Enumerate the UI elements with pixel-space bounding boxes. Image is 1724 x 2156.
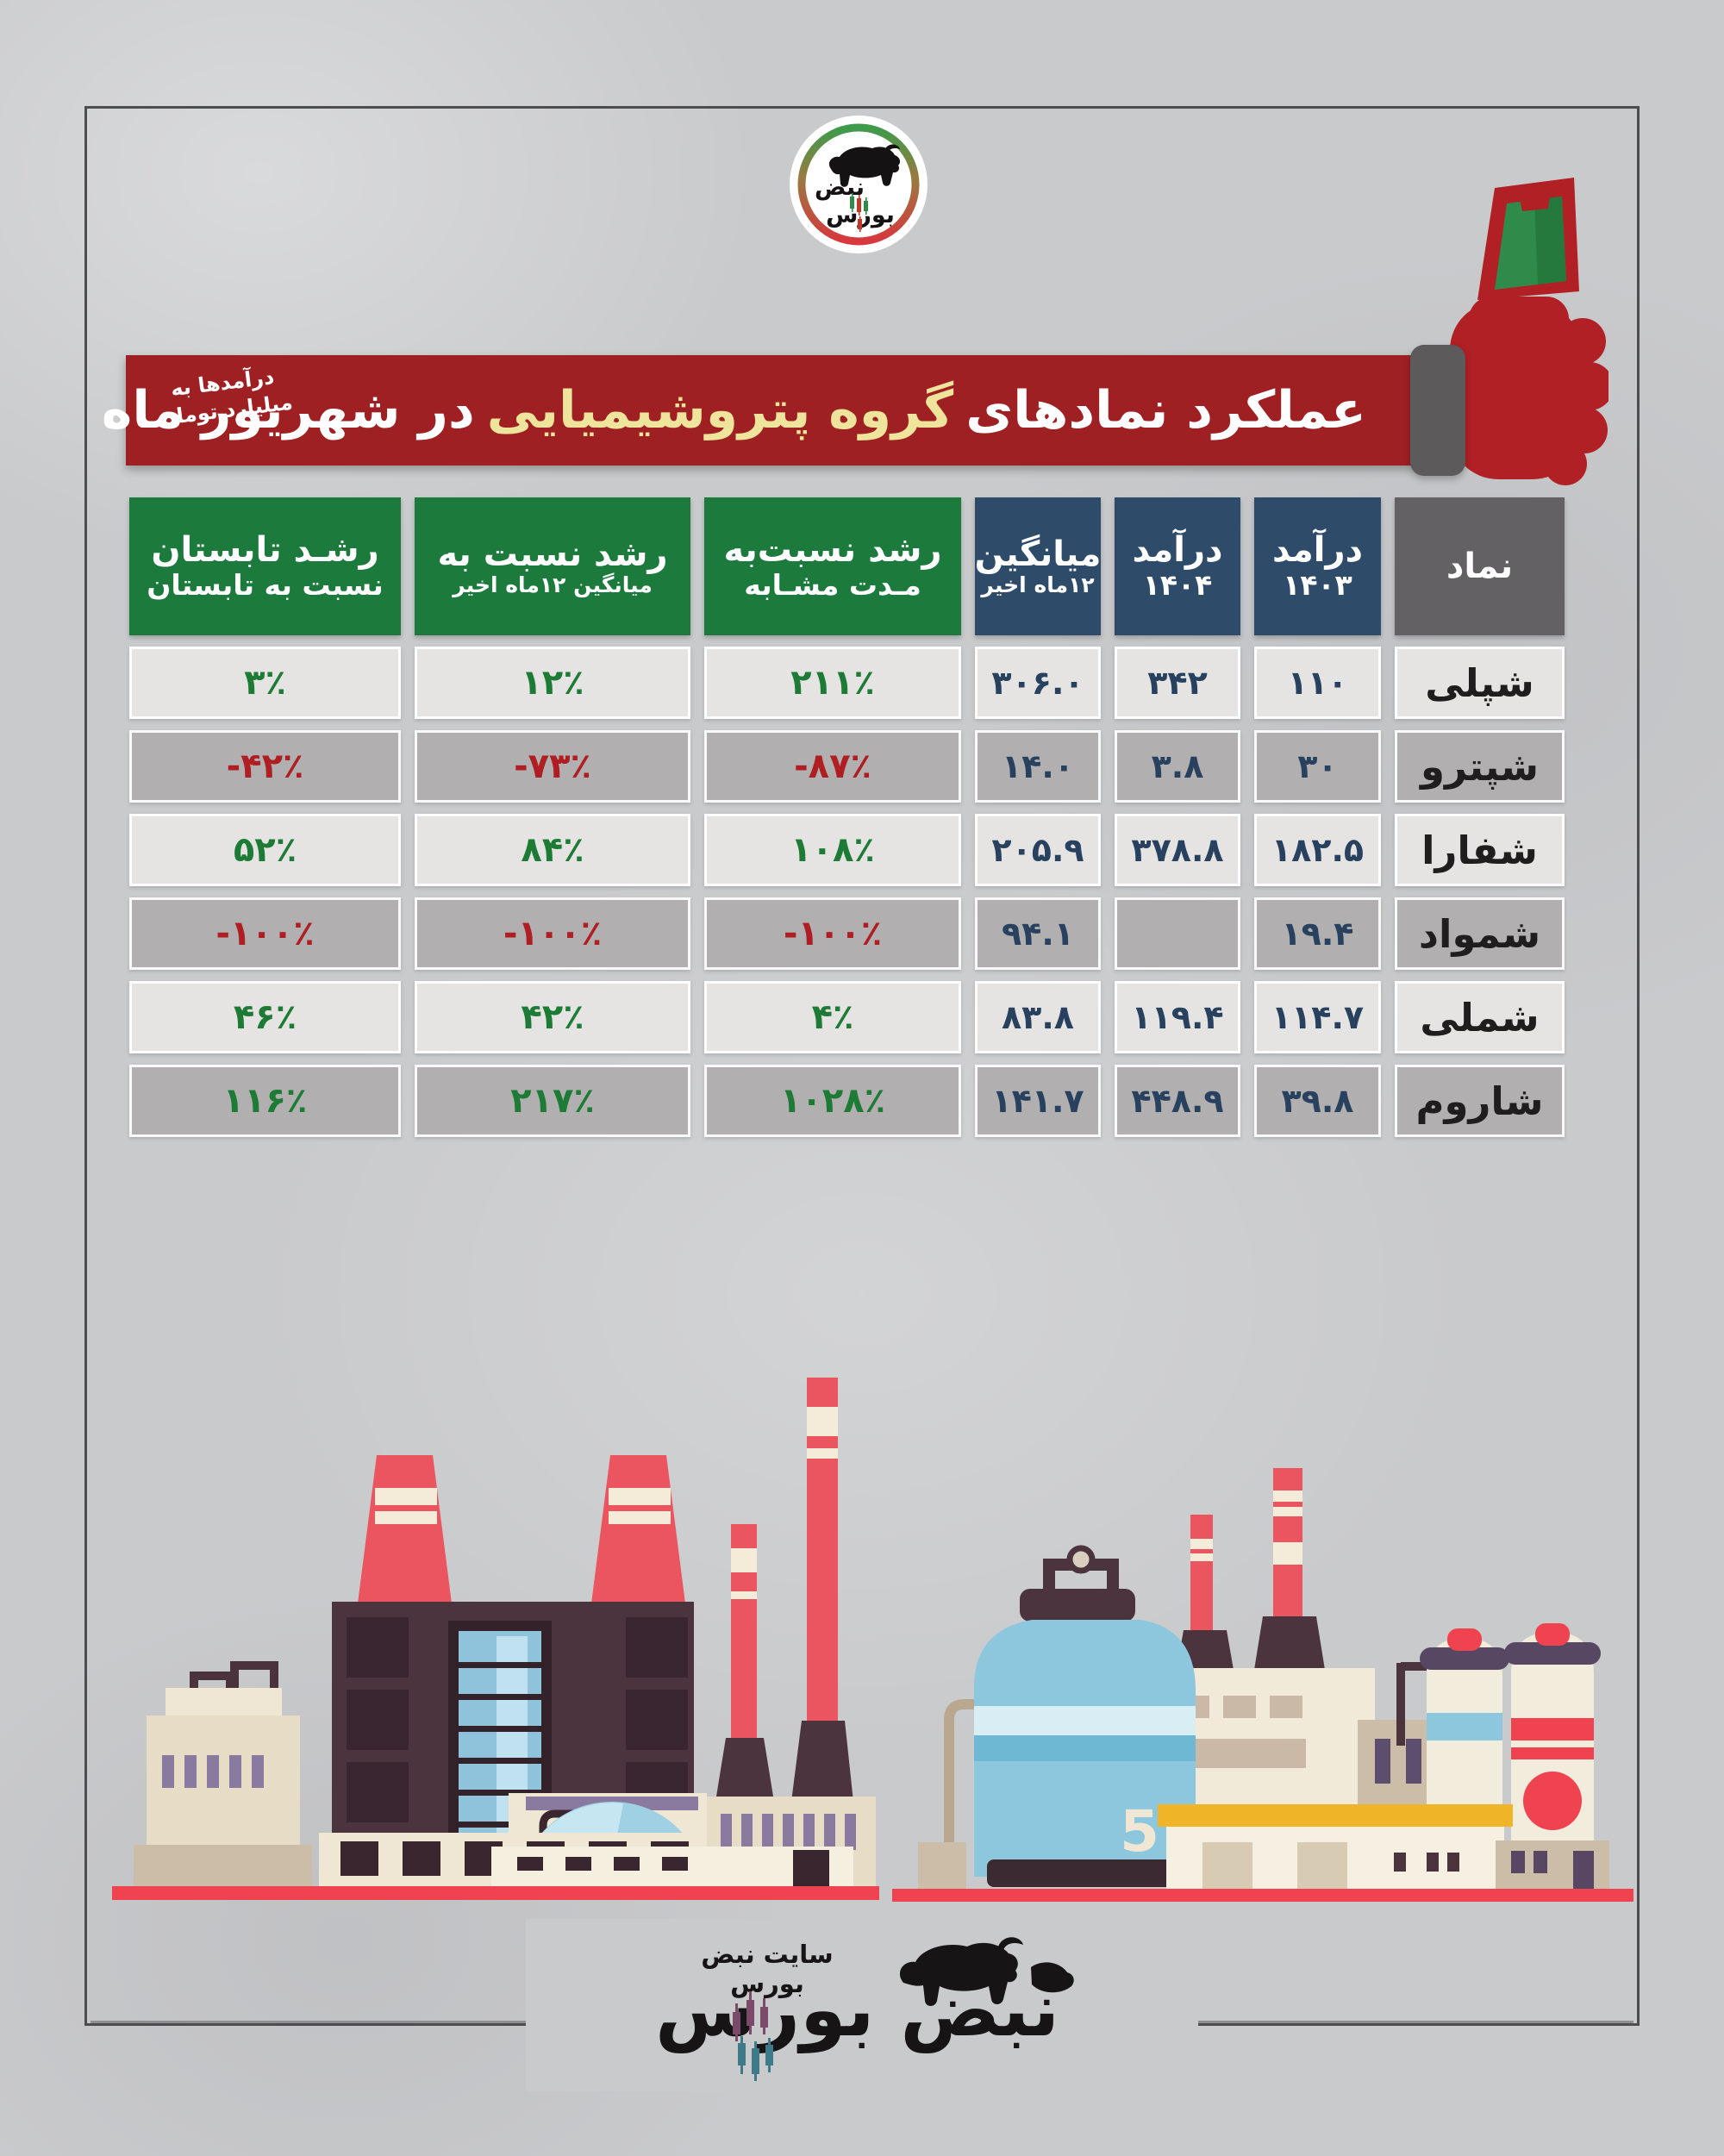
cell-income_1404-row-2: ۳۷۸.۸: [1115, 814, 1240, 886]
cell-income_1403-row-4: ۱۱۴.۷: [1254, 981, 1381, 1053]
sleeve-cuff: [1410, 345, 1465, 476]
title-highlight: گروه پتروشیمیایی: [486, 380, 954, 441]
cell-avg_12m-row-3: ۹۴.۱: [975, 897, 1101, 970]
cell-income_1403-row-5: ۳۹.۸: [1254, 1065, 1381, 1137]
factory-left-illustration: [112, 1317, 879, 1917]
cell-growth_summer-row-0: ۳٪: [129, 647, 401, 719]
cell-income_1404-row-3: [1115, 897, 1240, 970]
column-header-growth_similar: رشد نسبت‌به مـدت مشـابه: [704, 497, 961, 635]
cell-income_1403-row-0: ۱۱۰: [1254, 647, 1381, 719]
cell-symbol-row-5: شاروم: [1395, 1065, 1565, 1137]
nabz-bourse-logo: نبض بورس: [786, 112, 931, 257]
cell-income_1403-row-2: ۱۸۲.۵: [1254, 814, 1381, 886]
cell-income_1404-row-4: ۱۱۹.۴: [1115, 981, 1240, 1053]
title-banner: عملکرد نمادهای گروه پتروشیمیایی در شهریو…: [102, 355, 1414, 466]
cell-growth_avg-row-4: ۴۲٪: [415, 981, 690, 1053]
svg-text:5: 5: [1120, 1798, 1159, 1865]
logo-gradient-ring: [797, 123, 920, 246]
fist-holding-money-illustration: [1445, 171, 1614, 491]
cell-symbol-row-4: شملی: [1395, 981, 1565, 1053]
factory-right-illustration: 5: [892, 1461, 1633, 1917]
candlestick-icon: [733, 1991, 773, 2081]
cell-symbol-row-2: شفارا: [1395, 814, 1565, 886]
column-header-avg_12m: میانگین ۱۲ماه اخیر: [975, 497, 1101, 635]
cell-income_1404-row-5: ۴۴۸.۹: [1115, 1065, 1240, 1137]
cell-symbol-row-3: شمواد: [1395, 897, 1565, 970]
bull-icon: [828, 144, 901, 187]
cell-growth_avg-row-5: ۲۱۷٪: [415, 1065, 690, 1137]
money-icon: [1477, 178, 1579, 300]
column-header-income_1403: درآمد ۱۴۰۳: [1254, 497, 1381, 635]
performance-table: نماد درآمد ۱۴۰۳ درآمد ۱۴۰۴ میانگین ۱۲ماه اخیر ر…: [129, 497, 1565, 1137]
cell-income_1404-row-0: ۳۴۲: [1115, 647, 1240, 719]
cell-income_1403-row-3: ۱۹.۴: [1254, 897, 1381, 970]
cell-growth_similar-row-2: ۱۰۸٪: [704, 814, 961, 886]
cell-income_1403-row-1: ۳۰: [1254, 730, 1381, 803]
title-part1: عملکرد نمادهای: [965, 380, 1366, 441]
cell-growth_similar-row-5: ۱۰۲۸٪: [704, 1065, 961, 1137]
fist-icon: [1450, 297, 1614, 485]
cell-growth_similar-row-0: ۲۱۱٪: [704, 647, 961, 719]
page-title: عملکرد نمادهای گروه پتروشیمیایی در شهریو…: [102, 355, 1366, 466]
column-header-growth_summer: رشـد تابستان نسبت به تابستان: [129, 497, 401, 635]
cell-growth_summer-row-3: -۱۰۰٪: [129, 897, 401, 970]
column-header-growth_avg: رشد نسبت به میانگین ۱۲ماه اخیر: [415, 497, 690, 635]
cell-income_1404-row-1: ۳.۸: [1115, 730, 1240, 803]
column-header-symbol: نماد: [1395, 497, 1565, 635]
title-part2: در شهریور ماه: [101, 380, 475, 441]
cell-growth_avg-row-2: ۸۴٪: [415, 814, 690, 886]
cell-avg_12m-row-2: ۲۰۵.۹: [975, 814, 1101, 886]
cell-avg_12m-row-4: ۸۳.۸: [975, 981, 1101, 1053]
cell-growth_avg-row-3: -۱۰۰٪: [415, 897, 690, 970]
cell-growth_similar-row-1: -۸۷٪: [704, 730, 961, 803]
cell-growth_avg-row-1: -۷۳٪: [415, 730, 690, 803]
cell-avg_12m-row-0: ۳۰۶.۰: [975, 647, 1101, 719]
logo-outer-circle: [790, 116, 928, 253]
cell-avg_12m-row-1: ۱۴.۰: [975, 730, 1101, 803]
cell-symbol-row-1: شپترو: [1395, 730, 1565, 803]
cell-growth_summer-row-1: -۴۲٪: [129, 730, 401, 803]
cell-growth_summer-row-2: ۵۲٪: [129, 814, 401, 886]
cell-growth_similar-row-4: ۴٪: [704, 981, 961, 1053]
footer-site-label: سایت نبض بورس: [701, 1940, 834, 1998]
candlestick-icon: [850, 193, 868, 232]
cell-growth_summer-row-5: ۱۱۶٪: [129, 1065, 401, 1137]
column-header-income_1404: درآمد ۱۴۰۴: [1115, 497, 1240, 635]
bull-icon: [899, 1937, 1074, 2006]
footer-logo: سایت نبض بورس نبض بورس: [526, 1919, 1198, 2091]
cell-avg_12m-row-5: ۱۴۱.۷: [975, 1065, 1101, 1137]
cell-growth_avg-row-0: ۱۲٪: [415, 647, 690, 719]
cell-growth_similar-row-3: -۱۰۰٪: [704, 897, 961, 970]
cell-growth_summer-row-4: ۴۶٪: [129, 981, 401, 1053]
cell-symbol-row-0: شپلی: [1395, 647, 1565, 719]
logo-brand-line1: نبض: [815, 174, 865, 201]
